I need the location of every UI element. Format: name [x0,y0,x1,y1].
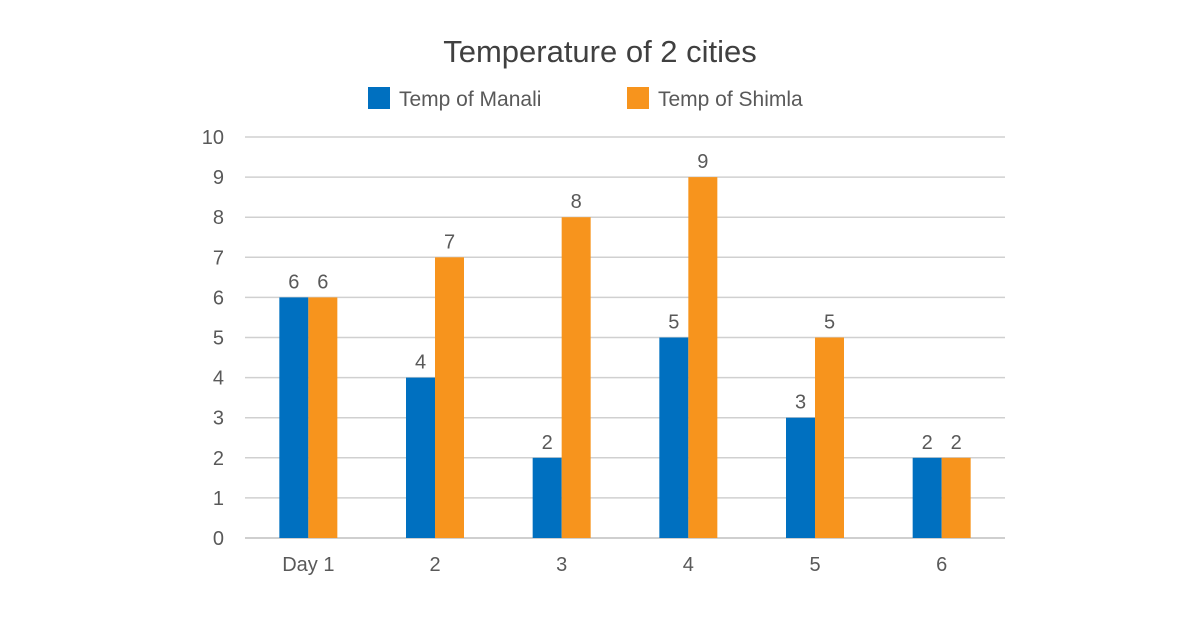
y-tick-label: 7 [213,247,224,269]
bar-shimla [435,257,464,538]
data-label: 2 [922,432,933,454]
y-axis: 0 1 2 3 4 5 6 7 8 9 10 [202,127,224,550]
x-tick-label: 2 [429,554,440,576]
data-label: 4 [415,352,426,374]
x-tick-label: Day 1 [282,554,334,576]
bar-manali [659,337,689,538]
y-tick-label: 0 [213,528,224,550]
y-tick-label: 8 [213,207,224,229]
bar-manali [532,457,562,538]
data-label: 6 [288,271,299,293]
data-label: 9 [697,151,708,173]
data-label: 3 [795,392,806,414]
data-label: 8 [571,191,582,213]
legend-label: Temp of Manali [399,88,541,111]
y-tick-label: 5 [213,328,224,350]
bar-shimla [941,457,971,538]
bar-manali [912,457,942,538]
data-label: 2 [542,432,553,454]
legend-swatch [368,87,390,109]
bar-manali [279,297,309,538]
bar-shimla [815,337,844,538]
gridlines [245,136,1005,539]
legend-label: Temp of Shimla [658,88,803,111]
y-tick-label: 2 [213,448,224,470]
bars [279,177,971,538]
x-tick-label: 3 [556,554,567,576]
y-tick-label: 3 [213,408,224,430]
bar-manali [786,417,815,538]
data-label: 6 [317,271,328,293]
y-tick-label: 1 [213,488,224,510]
data-label: 5 [668,312,679,334]
bar-shimla [308,297,338,538]
legend: Temp of Manali Temp of Shimla [368,87,803,111]
bar-manali [406,377,435,538]
x-axis: Day 1 2 3 4 5 6 [282,554,947,576]
x-tick-label: 4 [683,554,694,576]
data-label: 2 [951,432,962,454]
y-tick-label: 4 [213,368,224,390]
chart-title: Temperature of 2 cities [443,34,757,69]
data-label: 5 [824,312,835,334]
x-tick-label: 6 [936,554,947,576]
y-tick-label: 10 [202,127,224,149]
legend-swatch [627,87,649,109]
y-tick-label: 6 [213,287,224,309]
bar-shimla [561,217,591,538]
data-label: 7 [444,231,455,253]
x-tick-label: 5 [809,554,820,576]
bar-shimla [688,177,718,538]
y-tick-label: 9 [213,167,224,189]
